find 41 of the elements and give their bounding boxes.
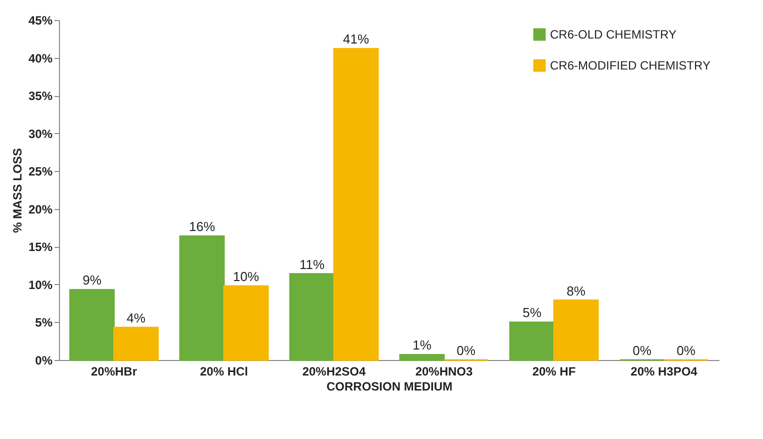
bar: [399, 354, 445, 361]
data-label: 41%: [342, 32, 370, 47]
bar: [333, 48, 379, 361]
y-tick-label: 45%: [28, 14, 53, 28]
data-label: 1%: [412, 338, 432, 353]
y-tick-label: 40%: [28, 51, 53, 66]
x-tick-label: 20%H2SO4: [302, 364, 366, 378]
bar: [223, 285, 269, 361]
legend-label: CR6-MODIFIED CHEMISTRY: [550, 58, 710, 72]
y-axis-title: % MASS LOSS: [10, 148, 24, 233]
x-tick-label: 20% HCl: [200, 364, 248, 378]
bar: [113, 326, 159, 361]
bar: [289, 273, 335, 361]
data-label: 0%: [456, 343, 476, 358]
data-label: 0%: [632, 343, 652, 358]
data-label: 5%: [522, 305, 542, 320]
y-tick-label: 25%: [28, 164, 53, 179]
x-tick-label: 20% HF: [532, 364, 576, 378]
bar: [179, 235, 225, 361]
y-tick-label: 10%: [28, 278, 53, 292]
data-label: 10%: [232, 268, 260, 284]
y-tick-label: 0%: [35, 354, 53, 368]
data-label: 9%: [82, 272, 102, 288]
bar: [553, 300, 599, 361]
x-tick-label: 20%HBr: [90, 364, 138, 378]
data-label: 8%: [566, 283, 586, 298]
x-tick-label: 20%HNO3: [415, 364, 474, 378]
data-label: 16%: [188, 219, 216, 234]
y-tick-label: 15%: [28, 240, 53, 254]
bar: [69, 288, 115, 361]
y-tick-label: 20%: [28, 202, 53, 216]
x-tick-label: 20% H3PO4: [630, 364, 698, 378]
bar: [509, 321, 555, 361]
data-label: 0%: [676, 343, 696, 358]
y-tick-label: 5%: [35, 316, 53, 330]
legend-label: CR6-OLD CHEMISTRY: [550, 28, 676, 42]
data-label: 11%: [299, 256, 325, 272]
y-tick-label: 35%: [28, 89, 53, 104]
x-axis-title: CORROSION MEDIUM: [326, 380, 453, 394]
data-label: 4%: [126, 310, 146, 326]
y-tick-label: 30%: [28, 126, 53, 141]
